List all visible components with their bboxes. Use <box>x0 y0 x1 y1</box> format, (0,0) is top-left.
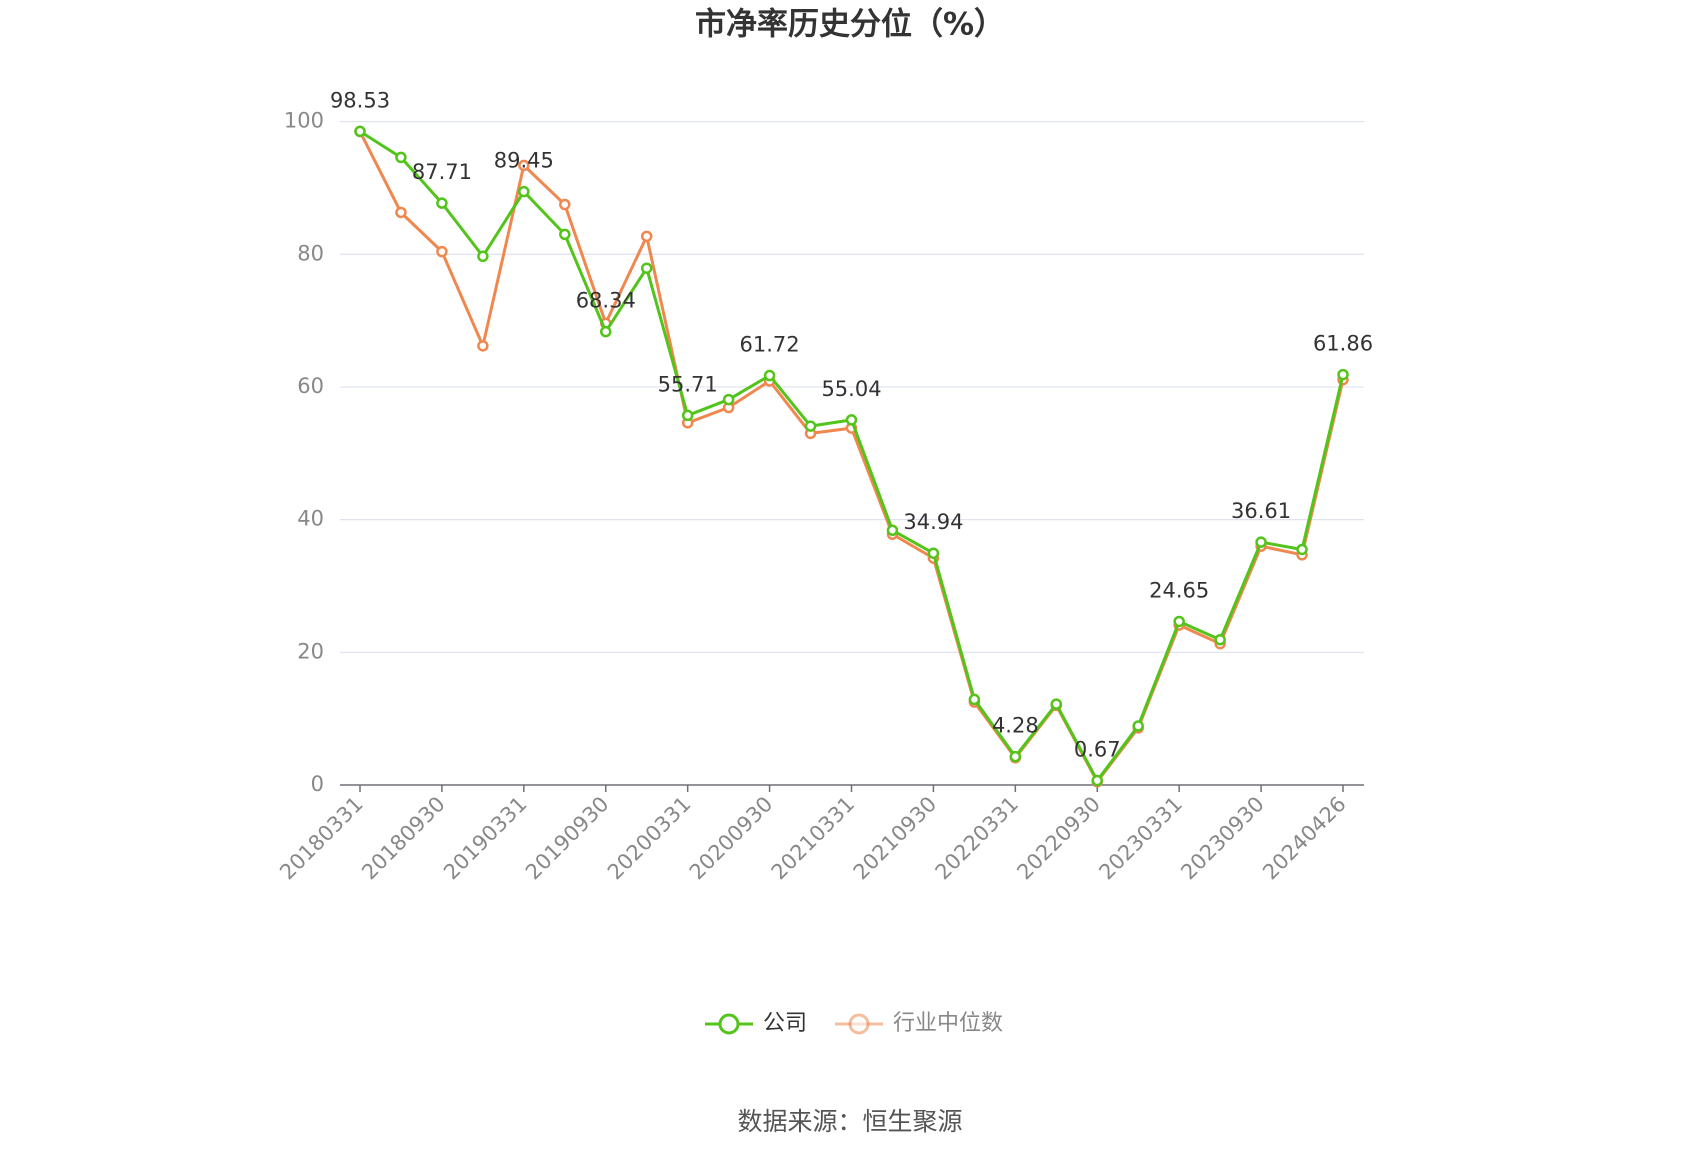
data-point <box>845 414 858 426</box>
legend-label: 公司 <box>763 1011 807 1036</box>
x-tick-label: 20240426 <box>1258 792 1351 885</box>
data-label: 68.34 <box>576 289 636 313</box>
data-point <box>600 325 612 338</box>
x-tick-label: 20180331 <box>275 792 368 885</box>
data-label: 34.94 <box>903 510 963 534</box>
y-tick-label: 20 <box>297 639 324 663</box>
data-point <box>763 369 776 382</box>
data-point <box>804 420 817 432</box>
data-point <box>968 693 981 706</box>
y-tick-label: 100 <box>284 109 324 133</box>
data-label: 61.72 <box>740 333 800 357</box>
data-point <box>518 185 530 198</box>
x-tick-label: 20220331 <box>931 792 1024 885</box>
data-point <box>1337 368 1349 381</box>
data-label: 0.67 <box>1074 738 1121 762</box>
data-label: 87.71 <box>412 160 472 184</box>
data-point <box>436 197 448 209</box>
data-point <box>1132 720 1144 732</box>
y-tick-label: 40 <box>297 507 324 531</box>
x-tick-label: 20230930 <box>1176 792 1269 885</box>
data-point <box>395 206 407 219</box>
data-point <box>354 125 366 138</box>
data-point <box>1009 750 1022 763</box>
data-point <box>436 245 448 258</box>
data-label: 24.65 <box>1149 578 1209 602</box>
data-point <box>886 524 899 537</box>
series-line <box>359 130 1345 783</box>
data-label: 55.04 <box>821 377 881 401</box>
x-tick-label: 20180930 <box>357 792 450 885</box>
chart-title: 市净率历史分位（%） <box>695 7 1005 43</box>
legend-label: 行业中位数 <box>893 1011 1003 1036</box>
data-point <box>1296 543 1308 556</box>
legend-marker <box>718 1013 740 1035</box>
data-point <box>518 159 530 172</box>
data-point <box>1255 536 1267 548</box>
x-tick-label: 20220930 <box>1012 792 1105 885</box>
data-point <box>1050 698 1063 710</box>
data-point <box>559 198 571 211</box>
x-tick-label: 20200930 <box>685 792 778 885</box>
x-tick-label: 20200331 <box>603 792 696 885</box>
data-point <box>477 250 489 263</box>
data-label: 36.61 <box>1231 499 1291 523</box>
data-point <box>640 230 653 243</box>
data-point <box>640 262 653 274</box>
data-label: 89.45 <box>494 149 554 173</box>
data-label: 61.86 <box>1313 332 1373 356</box>
y-tick-label: 80 <box>297 241 324 265</box>
x-tick-label: 20210331 <box>767 792 860 885</box>
x-tick-label: 20190331 <box>439 792 532 885</box>
x-tick-label: 20190930 <box>521 792 614 885</box>
data-point <box>681 409 694 422</box>
data-point <box>722 393 735 406</box>
data-point <box>477 340 489 352</box>
data-point <box>1091 774 1103 787</box>
x-tick-label: 20210930 <box>849 792 942 885</box>
data-point <box>927 547 940 559</box>
data-label: 98.53 <box>330 88 390 112</box>
data-label: 4.28 <box>992 714 1039 738</box>
x-tick-label: 20230331 <box>1094 792 1187 885</box>
data-point <box>559 228 571 241</box>
source-note: 数据来源：恒生聚源 <box>737 1107 962 1136</box>
legend-marker <box>848 1013 870 1035</box>
series-line <box>358 130 1345 784</box>
data-point <box>1214 633 1226 646</box>
data-label: 55.71 <box>658 372 718 396</box>
data-point <box>1173 615 1185 628</box>
y-tick-label: 60 <box>297 374 324 398</box>
data-point <box>395 151 407 164</box>
y-tick-label: 0 <box>311 772 324 796</box>
